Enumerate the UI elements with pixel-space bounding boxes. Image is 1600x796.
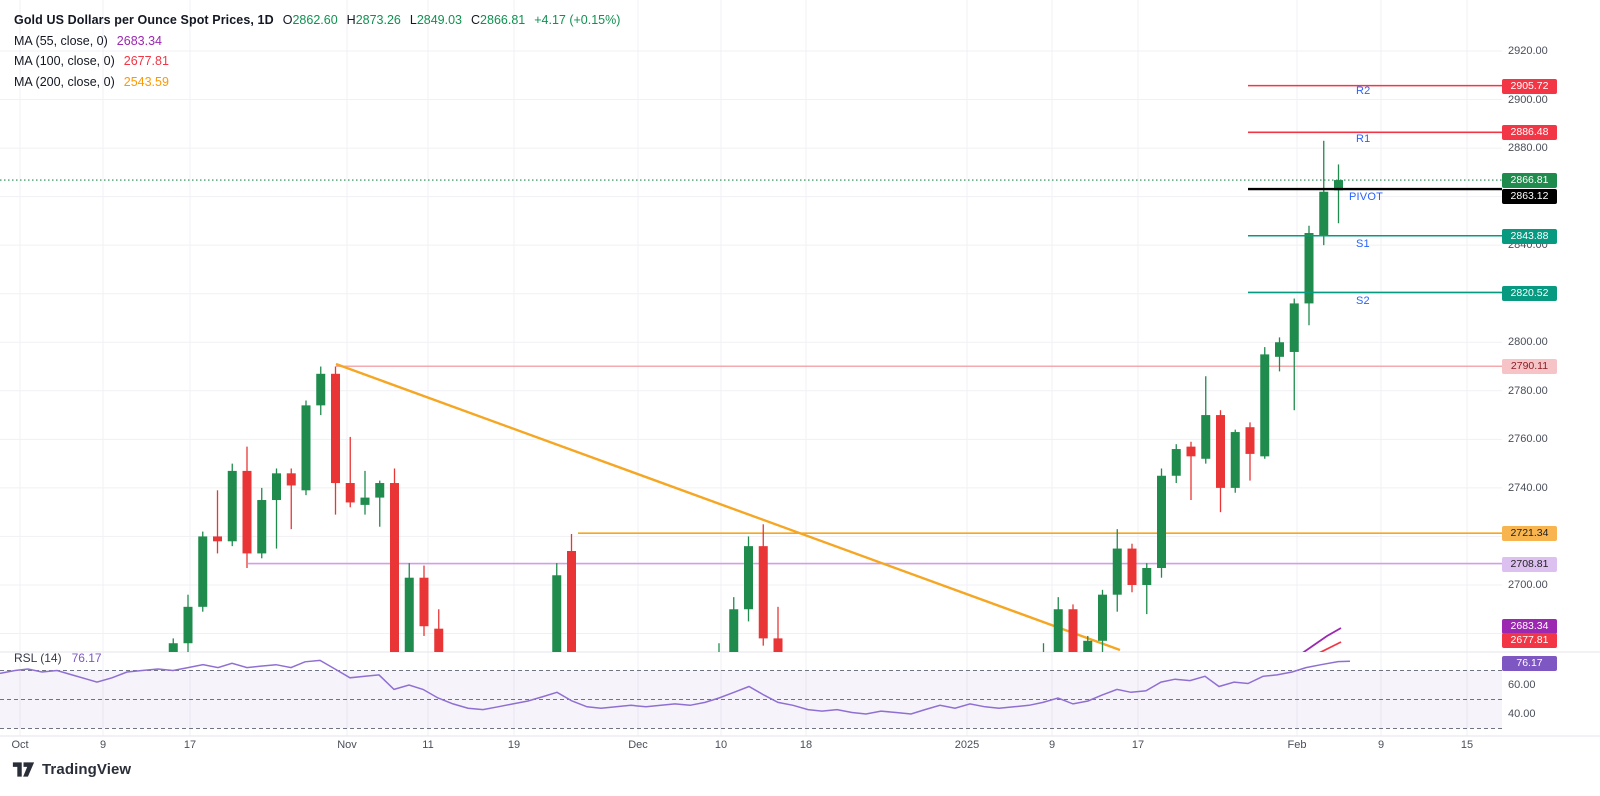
grid-layer bbox=[0, 0, 1502, 736]
symbol-legend-main-row[interactable]: Gold US Dollars per Ounce Spot Prices, 1… bbox=[14, 14, 620, 27]
ma55-label: MA (55, close, 0) bbox=[14, 33, 108, 48]
rsi-value: 76.17 bbox=[71, 651, 102, 665]
ma200-legend-row[interactable]: MA (200, close, 0) 2543.59 bbox=[14, 74, 620, 89]
ma100-value: 2677.81 bbox=[123, 54, 169, 68]
tradingview-watermark[interactable]: TradingView bbox=[12, 761, 131, 778]
ma100-legend-row[interactable]: MA (100, close, 0) 2677.81 bbox=[14, 55, 620, 68]
symbol-title[interactable]: Gold US Dollars per Ounce Spot Prices, 1… bbox=[14, 13, 274, 27]
candles-layer bbox=[168, 140, 1343, 652]
ma200-label: MA (200, close, 0) bbox=[14, 74, 115, 89]
rsi-line bbox=[0, 659, 1351, 715]
ma55-value: 2683.34 bbox=[116, 33, 162, 48]
tradingview-logo-icon bbox=[12, 762, 35, 777]
descending-trendline bbox=[335, 362, 1121, 652]
price-change: +4.17 (+0.15%) bbox=[534, 13, 621, 27]
symbol-legend: Gold US Dollars per Ounce Spot Prices, 1… bbox=[14, 14, 620, 96]
ma55-legend-row[interactable]: MA (55, close, 0) 2683.34 bbox=[14, 33, 620, 48]
ohlc-high: H2873.26 bbox=[346, 13, 401, 27]
moving-average-segment bbox=[1318, 641, 1342, 652]
tradingview-watermark-text: TradingView bbox=[42, 761, 132, 778]
ohlc-close: C2866.81 bbox=[471, 13, 526, 27]
rsi-pane bbox=[0, 659, 1502, 729]
moving-average-segment bbox=[1302, 627, 1342, 652]
ohlc-low: L2849.03 bbox=[409, 13, 463, 27]
ohlc-open: O2862.60 bbox=[282, 13, 338, 27]
ma200-value: 2543.59 bbox=[123, 74, 169, 89]
ma100-label: MA (100, close, 0) bbox=[14, 54, 115, 68]
rsi-label: RSL (14) bbox=[14, 651, 62, 665]
rsi-legend-row[interactable]: RSL (14) 76.17 bbox=[14, 651, 102, 665]
price-pane bbox=[0, 84, 1502, 652]
